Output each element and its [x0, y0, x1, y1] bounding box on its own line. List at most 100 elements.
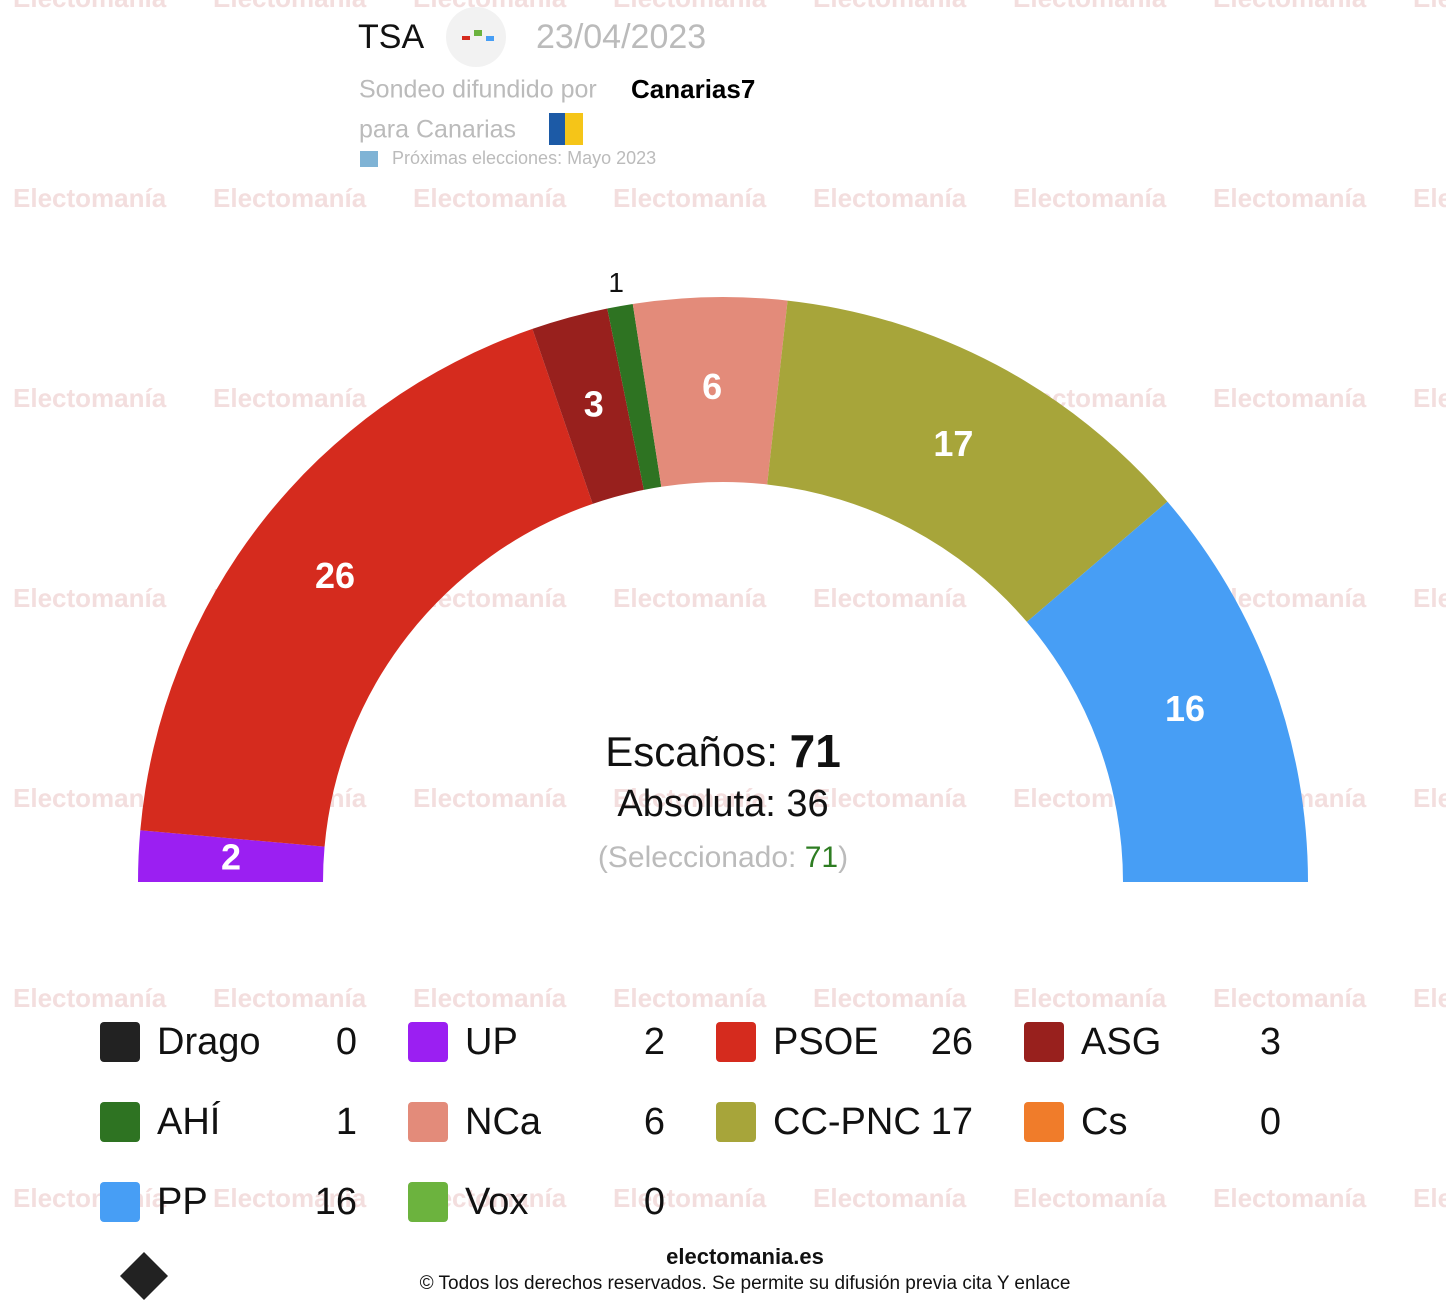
watermark: Electomanía [13, 583, 167, 613]
logo-part [462, 36, 470, 40]
watermark: Electomanía [1213, 183, 1367, 213]
seat-label: 3 [584, 383, 604, 424]
seat-segment [140, 328, 593, 847]
legend-name: Drago [157, 1021, 261, 1063]
watermark: Electomanía [613, 183, 767, 213]
pollster: TSA [358, 18, 424, 56]
watermark: Electomanía [13, 1183, 167, 1213]
legend-name: AHÍ [157, 1100, 221, 1143]
selected-value: 71 [805, 841, 838, 874]
watermark: Electomanía [213, 183, 367, 213]
watermark: Electomanía [213, 383, 367, 413]
legend-name: ASG [1081, 1021, 1161, 1063]
copyright: © Todos los derechos reservados. Se perm… [420, 1273, 1071, 1294]
seats-label: Escaños: [605, 728, 778, 775]
legend-icon [716, 1102, 756, 1142]
seat-segment [632, 297, 788, 487]
watermark: Electomanía [1013, 983, 1167, 1013]
watermark: Electomanía [1413, 583, 1446, 613]
legend-value: 0 [336, 1021, 357, 1063]
seat-label: 2 [221, 837, 241, 878]
legend-icon [1024, 1102, 1064, 1142]
legend-value: 17 [931, 1101, 973, 1143]
watermark: Electomanía [1013, 0, 1167, 13]
watermark: Electomanía [813, 1183, 967, 1213]
watermark: Electomanía [1013, 183, 1167, 213]
seat-segment [607, 304, 662, 490]
watermark: Electomanía [1213, 0, 1367, 13]
legend-name: PP [157, 1181, 208, 1223]
watermark: Electomanía [13, 0, 167, 13]
legend-name: Vox [465, 1181, 528, 1223]
watermark: Electomanía [13, 183, 167, 213]
logo-part [474, 30, 482, 36]
legend-value: 0 [1260, 1101, 1281, 1143]
watermark: Electomanía [1213, 983, 1367, 1013]
region-label: para Canarias [359, 116, 516, 144]
watermark: Electomanía [613, 1183, 767, 1213]
note: Próximas elecciones: Mayo 2023 [392, 148, 656, 168]
legend-value: 0 [644, 1181, 665, 1223]
watermark: Electomanía [213, 0, 367, 13]
watermark: Electomanía [1413, 183, 1446, 213]
watermark: Electomanía [13, 383, 167, 413]
legend-icon [1024, 1022, 1064, 1062]
watermark: Electomanía [813, 983, 967, 1013]
watermark: Electomanía [613, 983, 767, 1013]
flag [549, 113, 565, 145]
watermark: Electomanía [613, 0, 767, 13]
date: 23/04/2023 [536, 18, 706, 56]
watermark: Electomanía [1413, 1183, 1446, 1213]
seat-label: 17 [933, 423, 973, 464]
watermark: Electomanía [813, 183, 967, 213]
watermark: Electomanía [1413, 0, 1446, 13]
watermark: Electomanía [413, 0, 567, 13]
selected-label: (Seleccionado: [598, 841, 796, 874]
ballot-icon [360, 151, 378, 167]
flag [565, 113, 583, 145]
watermark: Electomanía [813, 0, 967, 13]
watermark: Electomanía [213, 983, 367, 1013]
majority-label: Absoluta: [617, 783, 775, 825]
legend-icon [408, 1022, 448, 1062]
seat-label: 16 [1165, 688, 1205, 729]
watermark: Electomanía [413, 783, 567, 813]
legend-value: 2 [644, 1021, 665, 1063]
legend: Drago 0 UP 2 PSOE 26 ASG 3 AHÍ 1 NCa 6 CC-PNC 17 Cs 0 PP… [100, 1021, 1281, 1223]
watermark: Electomanía [13, 783, 167, 813]
watermark: Electomanía [613, 783, 767, 813]
publisher: Canarias7 [631, 74, 755, 104]
legend-name: Cs [1081, 1101, 1127, 1143]
watermark: Electomanía [1413, 783, 1446, 813]
legend-name: CC-PNC [773, 1101, 921, 1143]
watermark: Electomanía [813, 583, 967, 613]
legend-value: 1 [336, 1101, 357, 1143]
majority: Absoluta: 36 [617, 783, 828, 825]
seat-label: 1 [608, 267, 624, 298]
legend-icon [100, 1022, 140, 1062]
seats-total: Escaños: 71 [605, 725, 841, 777]
watermark: Electomanía [1213, 383, 1367, 413]
watermark: Electomanía [213, 1183, 367, 1213]
seat-label: 6 [702, 366, 722, 407]
watermark: Electomanía [1413, 983, 1446, 1013]
legend-icon [100, 1182, 140, 1222]
watermark: Electomanía [1213, 1183, 1367, 1213]
watermark: Electomanía [813, 783, 967, 813]
selected-suffix: ) [838, 841, 848, 874]
legend-icon [100, 1102, 140, 1142]
watermark: Electomanía [13, 983, 167, 1013]
seat-segment [138, 830, 325, 882]
legend-icon [716, 1022, 756, 1062]
seat-label: 26 [315, 555, 355, 596]
legend-name: PSOE [773, 1021, 879, 1063]
subtitle-prefix: Sondeo difundido por [359, 76, 597, 104]
pollster-logo [446, 7, 506, 67]
logo-part [486, 36, 494, 41]
legend-value: 3 [1260, 1021, 1281, 1063]
watermarks: Electomanía Electomanía Electomanía Electom… [13, 0, 1446, 1213]
legend-value: 16 [315, 1181, 357, 1223]
watermark: Electomanía [413, 183, 567, 213]
